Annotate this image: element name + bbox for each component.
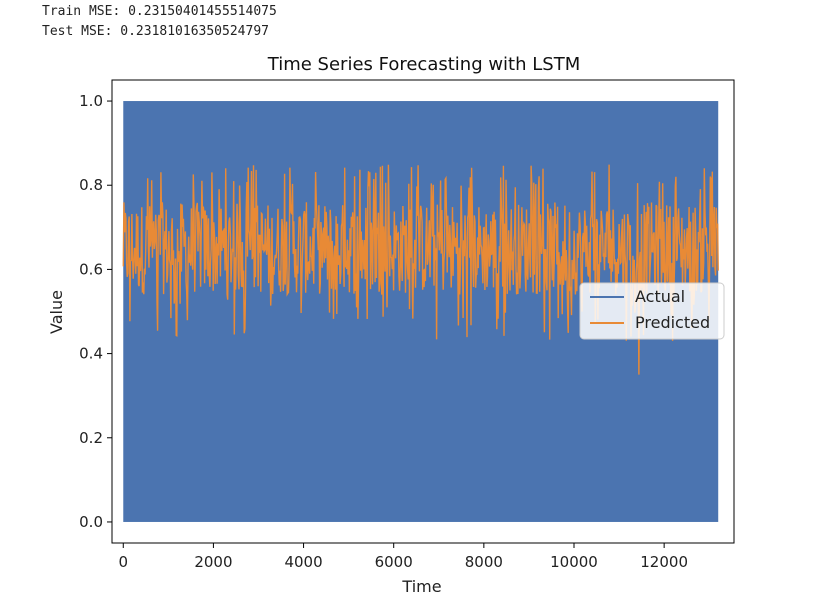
y-tick-label: 1.0	[79, 92, 103, 110]
y-axis-label: Value	[47, 290, 66, 334]
x-axis-label: Time	[401, 577, 441, 596]
chart-title: Time Series Forecasting with LSTM	[267, 54, 580, 75]
x-tick-label: 6000	[375, 553, 413, 571]
plot-frame	[111, 79, 735, 544]
y-tick-label: 0.4	[79, 345, 103, 363]
y-tick-label: 0.6	[79, 260, 103, 278]
legend-predicted-label: Predicted	[635, 313, 710, 332]
train-mse-output: Train MSE: 0.23150401455514075	[42, 4, 277, 19]
legend-actual-label: Actual	[635, 287, 685, 306]
y-axis-ticks: 0.0 0.2 0.4 0.6 0.8 1.0	[79, 92, 112, 531]
predicted-series-line	[122, 164, 719, 375]
x-tick-label: 0	[118, 553, 128, 571]
x-tick-label: 8000	[465, 553, 503, 571]
y-tick-label: 0.2	[79, 429, 103, 447]
x-axis-ticks: 0 2000 4000 6000 8000 10000 12000	[118, 543, 688, 571]
y-tick-label: 0.8	[79, 176, 103, 194]
legend: Actual Predicted	[579, 282, 725, 340]
x-tick-label: 4000	[284, 553, 322, 571]
predicted-series	[122, 164, 719, 375]
y-tick-label: 0.0	[79, 513, 103, 531]
test-mse-output: Test MSE: 0.23181016350524797	[42, 24, 269, 39]
x-tick-label: 2000	[194, 553, 232, 571]
x-tick-label: 10000	[550, 553, 598, 571]
x-tick-label: 12000	[640, 553, 688, 571]
